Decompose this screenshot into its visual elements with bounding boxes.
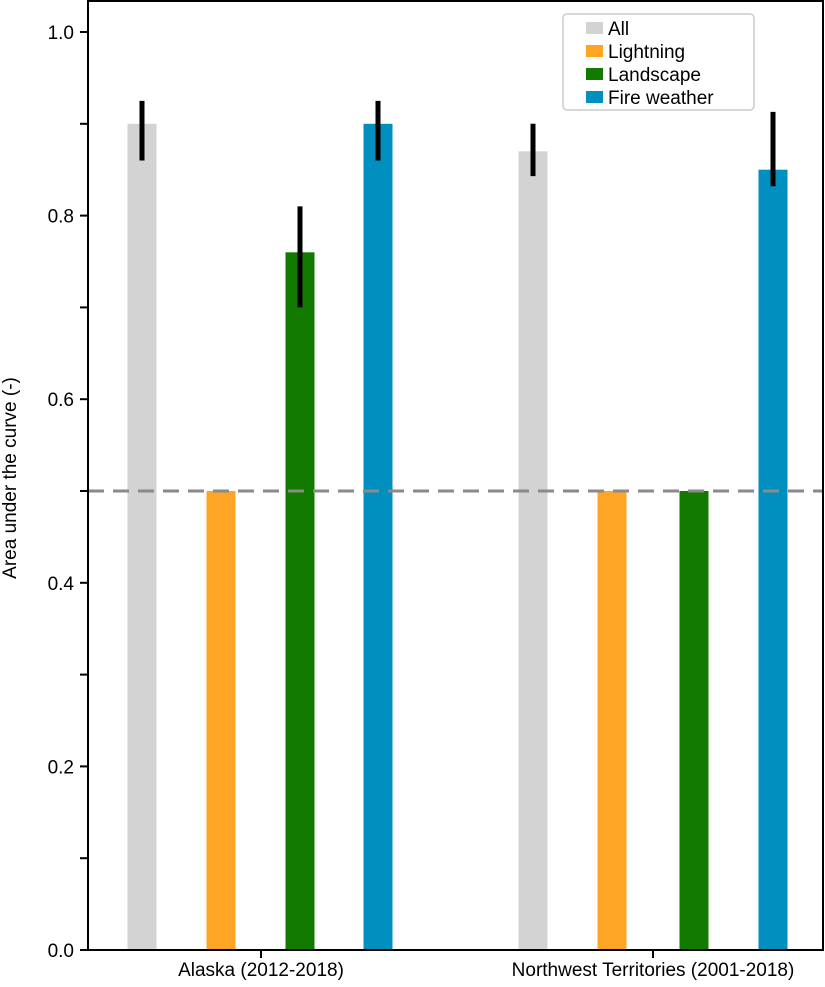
plot-frame [87, 0, 824, 951]
y-tick-label-6: 0.6 [48, 390, 74, 411]
bar-all-1 [518, 151, 548, 951]
category-label-alaska: Alaska (2012-2018) [178, 960, 344, 981]
ticks-layer: 0.0 0.2 0.4 0.6 0.8 1.0 [48, 23, 654, 962]
error-bars-layer [139, 100, 776, 308]
bar-all-0 [127, 123, 157, 951]
bar-lightning-1 [597, 491, 627, 950]
bar-fire-weather-0 [363, 123, 393, 951]
legend-swatch-landscape [586, 68, 603, 80]
bar-lightning-0 [206, 491, 236, 950]
labels-layer: Area under the curve (-) Alaska (2012-20… [0, 377, 794, 981]
legend-swatch-all [586, 22, 603, 34]
y-tick-label-10: 1.0 [48, 23, 74, 44]
y-tick-label-0: 0.0 [48, 941, 74, 962]
axes-layer [87, 0, 824, 951]
bars-layer [127, 123, 788, 951]
y-tick-label-2: 0.2 [48, 757, 74, 778]
legend-box [562, 13, 755, 111]
bar-landscape-1 [679, 491, 709, 950]
legend-label-fire-weather: Fire weather [608, 88, 714, 109]
y-tick-label-4: 0.4 [48, 574, 75, 595]
legend-label-lightning: Lightning [608, 42, 685, 63]
legend-label-all: All [608, 19, 629, 40]
legend-swatch-fire-weather [586, 91, 603, 103]
category-label-northwest-territories: Northwest Territories (2001-2018) [512, 960, 795, 981]
bar-landscape-0 [285, 252, 315, 950]
legend-swatch-lightning [586, 45, 603, 57]
y-axis-label: Area under the curve (-) [0, 377, 21, 579]
bar-fire-weather-1 [758, 169, 788, 950]
y-tick-label-8: 0.8 [48, 207, 74, 228]
legend-label-landscape: Landscape [608, 65, 701, 86]
